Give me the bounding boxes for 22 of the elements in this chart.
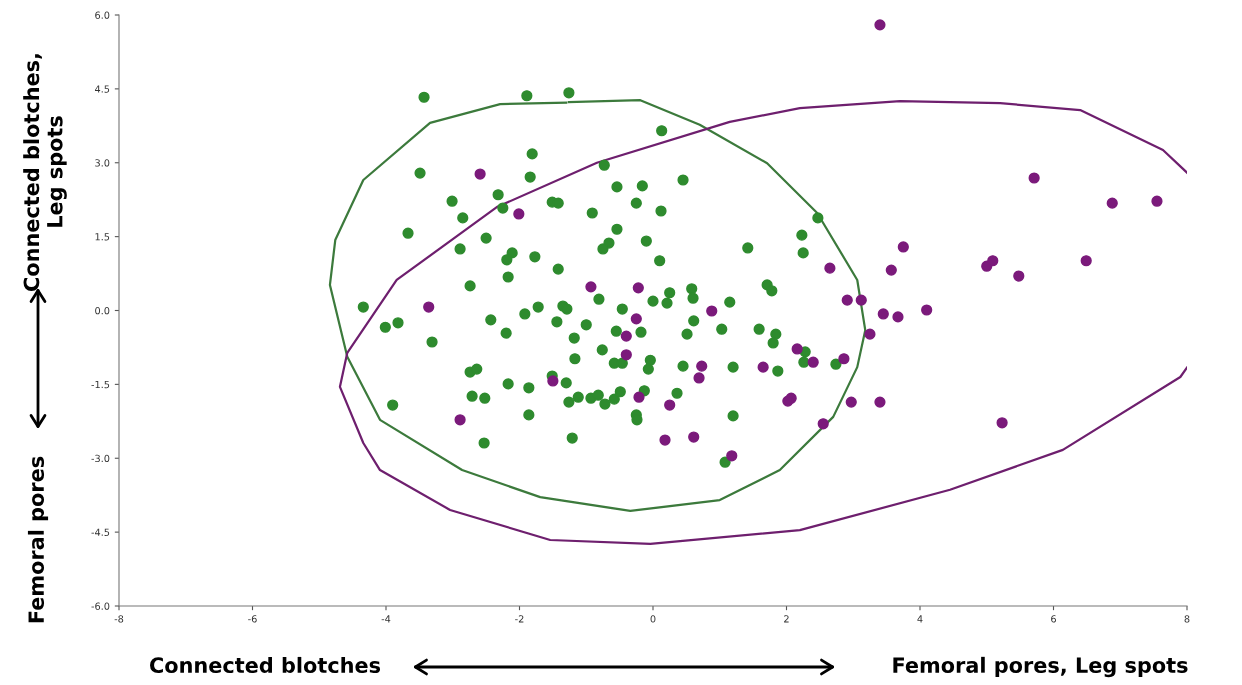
y-tick-label: 1.5 xyxy=(95,233,110,241)
x-tick-label: 8 xyxy=(1184,615,1190,623)
x-tick-label: -8 xyxy=(114,615,124,623)
y-tick-label: 0.0 xyxy=(95,306,110,315)
y-tick-label: 6.0 xyxy=(95,11,110,19)
text: Femoral pores xyxy=(27,456,49,623)
y-tick-label: -6.0 xyxy=(91,602,110,610)
y-axis-title: Connected blotches, Leg spots xyxy=(23,54,67,291)
x-tick-label: 6 xyxy=(1051,615,1056,623)
y-tick-label: -3.0 xyxy=(91,454,110,463)
x-tick-label: 4 xyxy=(917,615,923,623)
y-tick-label: -4.5 xyxy=(91,528,110,536)
x-tick-label: -6 xyxy=(248,615,257,623)
y-tick-label: 4.5 xyxy=(94,85,110,93)
x-tick-label: -2 xyxy=(515,615,524,623)
y-tick-label: -1.5 xyxy=(91,380,110,389)
x-axis-title: Connected blotches xyxy=(150,656,381,674)
x-tick-label: 2 xyxy=(784,615,789,623)
x-tick-label: 0 xyxy=(650,615,656,623)
x-tick-label: -4 xyxy=(381,615,391,623)
y-tick-label: 3.0 xyxy=(95,159,110,167)
text: Femoral pores, Leg spots xyxy=(893,656,1188,678)
